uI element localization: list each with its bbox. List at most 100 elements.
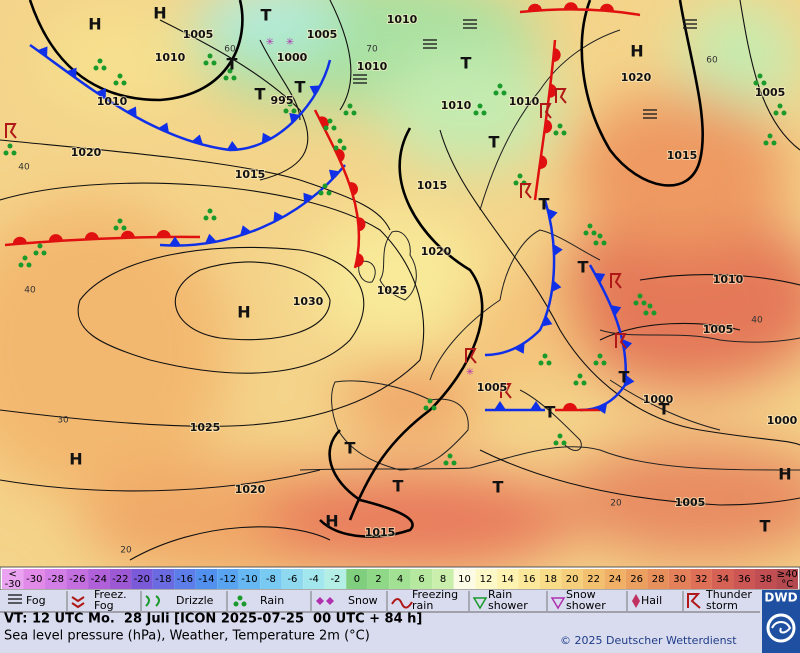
cold-front-symbol [261,132,273,144]
rain-symbol [97,58,103,64]
scale-tick-label: 0 [354,574,360,585]
rain-symbol [767,133,773,139]
pressure-system: T [345,439,356,458]
rain-symbol [203,215,209,221]
isobars [0,0,800,561]
isobar-label: 1005 [307,28,338,41]
isobar-label: 1020 [71,146,102,159]
scale-tick-label: -4 [309,574,319,585]
legend-label: storm [706,599,738,612]
rain-symbol [113,80,119,86]
rain-symbol [573,380,579,386]
rain-symbol [771,140,777,146]
isobar-label: 1005 [755,86,786,99]
scale-tick-label: -8 [266,574,276,585]
rain-symbol [343,110,349,116]
isobar-label: 1015 [667,149,698,162]
rain-symbol [427,398,433,404]
rain-symbol [637,293,643,299]
legend-label: shower [566,599,606,612]
scale-cell [45,569,67,589]
legend-icon [687,593,701,609]
scale-cell [668,569,691,589]
thunderstorm-symbol [610,273,622,289]
rain-symbol [341,145,347,151]
scale-tick-label: -2 [330,574,340,585]
scale-tick-label: 4 [397,574,403,585]
warm-front [4,235,201,247]
graticule-label: 30 [57,416,69,426]
legend-icon [316,597,334,605]
cold-front [159,164,346,247]
rain-symbol [773,110,779,116]
pressure-system: H [153,4,166,23]
scale-low-label: < [9,569,17,580]
rain-symbol [542,353,548,359]
warm-front-symbol [334,148,345,163]
isobar-label: 1010 [441,99,472,112]
thunderstorm-symbol [615,333,627,349]
isobar-label: 995 [271,94,294,107]
rain-symbol [561,440,567,446]
rain-symbol [513,180,519,186]
warm-front-symbol [48,234,63,242]
isobar-label: 1010 [713,273,744,286]
scale-cell [217,569,239,589]
rain-symbol [33,250,39,256]
cold-front [484,199,556,357]
warm-front-symbol [544,119,553,134]
thunderstorm-symbol [555,88,567,104]
rain-symbol [11,150,17,156]
legend-label: rain [412,599,433,612]
scale-tick-label: 12 [480,574,493,585]
pressure-system: H [778,465,791,484]
legend-label: Snow [566,588,596,601]
scale-cell [711,569,734,589]
cold-front-symbol [610,304,622,317]
legend-label: Hail [641,594,662,607]
legend-icon [71,596,85,609]
legend-label: shower [488,599,528,612]
rain-symbol [318,190,324,196]
scale-tick-label: 8 [440,574,446,585]
warm-front-symbol [357,217,366,232]
scale-tick-label: -6 [287,574,297,585]
scale-tick-label: -30 [26,574,42,585]
rain-symbol [651,310,657,316]
pressure-system: T [489,133,500,152]
warm-front-symbol [548,83,557,98]
warm-front-symbol [527,3,542,12]
graticule-label: 70 [366,45,378,55]
scale-tick-label: 36 [738,574,751,585]
scale-cell [303,569,325,589]
graticule-label: 40 [751,316,763,326]
dwd-logo-emblem [766,613,796,643]
cold-front-symbol [289,112,300,124]
legend-label: Rain [260,594,284,607]
warm-front-symbol [156,229,171,238]
scale-cell [539,569,562,589]
rain-symbol [327,118,333,124]
legend-label: Fog [26,594,46,607]
rain-symbol [501,90,507,96]
scale-tick-label: 38 [759,574,772,585]
rain-symbol [331,125,337,131]
map-description: Sea level pressure (hPa), Weather, Tempe… [4,629,370,644]
pressure-system: T [539,195,550,214]
pressure-system: T [227,55,238,74]
cold-front-symbol [95,87,106,99]
pressure-system: T [295,78,306,97]
dwd-logo-text: DWD [764,591,797,605]
scale-tick-label: -28 [48,574,64,585]
rain-symbol [553,440,559,446]
scale-cell [647,569,669,589]
isobar-label: 1010 [155,51,186,64]
pressure-system: H [237,303,250,322]
warm-front-symbol [355,253,364,268]
cold-front-symbol [530,401,542,410]
coastlines [299,29,800,471]
rain-symbol [322,183,328,189]
rain-symbol [211,215,217,221]
rain-symbol [587,223,593,229]
pressure-system: T [545,403,556,422]
